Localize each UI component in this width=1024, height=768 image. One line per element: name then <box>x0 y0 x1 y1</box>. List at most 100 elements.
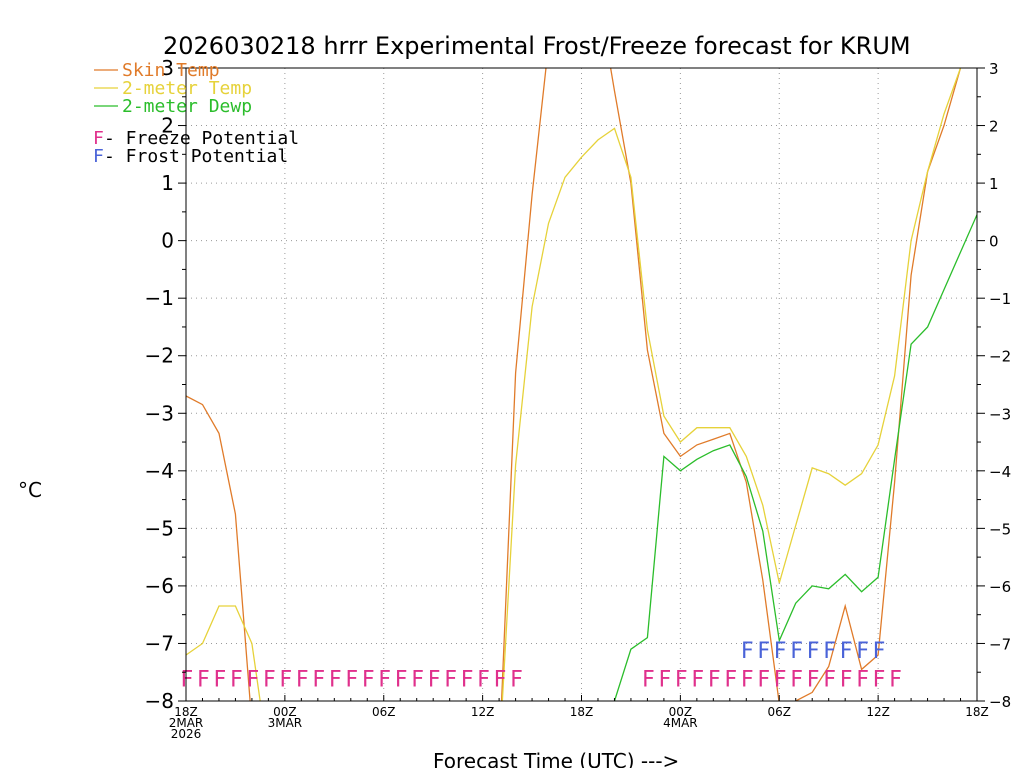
freeze-flag: F <box>428 668 441 693</box>
y-tick-label-right: 1 <box>989 175 999 193</box>
frost-flag: F <box>873 639 886 664</box>
flag-legend-letter: F <box>93 146 104 167</box>
gridlines <box>186 68 977 701</box>
y-tick-label-right: −7 <box>989 635 1011 653</box>
y-tick-label-right: −3 <box>989 405 1011 423</box>
y-axis-label: °C <box>18 478 42 502</box>
y-tick-label: 2 <box>161 114 174 138</box>
y-tick-label-right: −4 <box>989 463 1011 481</box>
y-tick-label: 1 <box>161 171 174 195</box>
freeze-flag: F <box>444 668 457 693</box>
y-axis-right: −8 −7 −6 −5 −4 −3 −2 −1 0 1 2 3 <box>977 60 1011 711</box>
legend-entry: Skin Temp <box>122 60 220 81</box>
freeze-flag: F <box>692 668 705 693</box>
freeze-flag: F <box>840 668 853 693</box>
freeze-flag: F <box>708 668 721 693</box>
freeze-flag: F <box>461 668 474 693</box>
x-tick-label: 4MAR <box>663 716 698 730</box>
x-tick-label: 12Z <box>471 705 495 719</box>
freeze-flag: F <box>659 668 672 693</box>
freeze-flag: F <box>181 668 194 693</box>
y-tick-label-right: −8 <box>989 693 1011 711</box>
x-axis-label: Forecast Time (UTC) ---> <box>433 749 679 768</box>
freeze-flag: F <box>362 668 375 693</box>
x-tick-label: 06Z <box>372 705 396 719</box>
freeze-flag: F <box>856 668 869 693</box>
freeze-flag: F <box>296 668 309 693</box>
frost-flag: F <box>856 639 869 664</box>
freeze-flag: F <box>411 668 424 693</box>
freeze-flag: F <box>724 668 737 693</box>
flag-legend-text: - Frost Potential <box>104 146 288 167</box>
freeze-flag: F <box>790 668 803 693</box>
flag-legend-text: - Freeze Potential <box>104 128 299 149</box>
y-tick-label: −6 <box>145 574 174 598</box>
plot-frame <box>185 67 978 702</box>
x-tick-label: 18Z <box>570 705 594 719</box>
y-tick-label: 3 <box>161 56 174 80</box>
freeze-flag: F <box>329 668 342 693</box>
x-tick-label: 18Z <box>965 705 989 719</box>
y-tick-label: −5 <box>145 516 174 540</box>
series-line-2-meter-temp <box>186 68 962 701</box>
x-tick-label: 3MAR <box>268 716 303 730</box>
freeze-flag: F <box>247 668 260 693</box>
freeze-flag: F <box>280 668 293 693</box>
y-tick-label: −4 <box>145 459 174 483</box>
freeze-flag: F <box>823 668 836 693</box>
frost-flag: F <box>741 639 754 664</box>
freeze-flag: F <box>345 668 358 693</box>
freeze-flag: F <box>889 668 902 693</box>
y-tick-label-right: 2 <box>989 118 999 136</box>
freeze-flag: F <box>774 668 787 693</box>
y-tick-label: 0 <box>161 229 174 253</box>
freeze-flag: F <box>230 668 243 693</box>
freeze-flag: F <box>395 668 408 693</box>
x-tick-label: 12Z <box>866 705 890 719</box>
x-tick-label: 2026 <box>171 727 202 741</box>
freeze-flag: F <box>873 668 886 693</box>
potential-flags: F F F F F F F F F F F F F F F F F F F F F F F F F F F F F F F F F F F F FF F F… <box>181 639 902 693</box>
freeze-flag: F <box>214 668 227 693</box>
freeze-flag: F <box>494 668 507 693</box>
frost-flag: F <box>774 639 787 664</box>
x-tick-label: 00Z <box>273 705 297 719</box>
flag-legend-letter: F <box>93 128 104 149</box>
y-tick-label-right: −6 <box>989 578 1011 596</box>
y-tick-label-right: 0 <box>989 233 999 251</box>
freeze-flag: F <box>757 668 770 693</box>
y-tick-label: −2 <box>145 344 174 368</box>
y-tick-label: −7 <box>145 631 174 655</box>
frost-flag: F <box>823 639 836 664</box>
frost-flag: F <box>807 639 820 664</box>
frost-flag: F <box>790 639 803 664</box>
freeze-flag: F <box>807 668 820 693</box>
freeze-flag: F <box>313 668 326 693</box>
freeze-flag: F <box>510 668 523 693</box>
y-tick-label-right: −5 <box>989 520 1011 538</box>
x-tick-label: 18Z <box>174 705 198 719</box>
y-tick-label-right: −2 <box>989 348 1011 366</box>
frost-flag: F <box>840 639 853 664</box>
y-tick-label-right: 3 <box>989 60 999 78</box>
freeze-flag: F <box>378 668 391 693</box>
freeze-flag: F <box>741 668 754 693</box>
freeze-flag: F <box>263 668 276 693</box>
x-tick-label: 06Z <box>768 705 792 719</box>
frost-flag: F <box>757 639 770 664</box>
x-tick-label: 2MAR <box>169 716 204 730</box>
chart-title: 2026030218 hrrr Experimental Frost/Freez… <box>163 32 911 60</box>
y-axis-left: −8 −7 −6 −5 −4 −3 −2 −1 0 1 2 3 <box>145 56 186 713</box>
y-tick-label: −8 <box>145 689 174 713</box>
y-tick-label: −3 <box>145 401 174 425</box>
freeze-flag: F <box>197 668 210 693</box>
series-layer <box>186 68 977 701</box>
freeze-flag: F <box>642 668 655 693</box>
legend-entry: 2-meter Dewp <box>122 96 252 117</box>
freeze-flag: F <box>477 668 490 693</box>
series-line-skin-temp <box>186 68 962 701</box>
